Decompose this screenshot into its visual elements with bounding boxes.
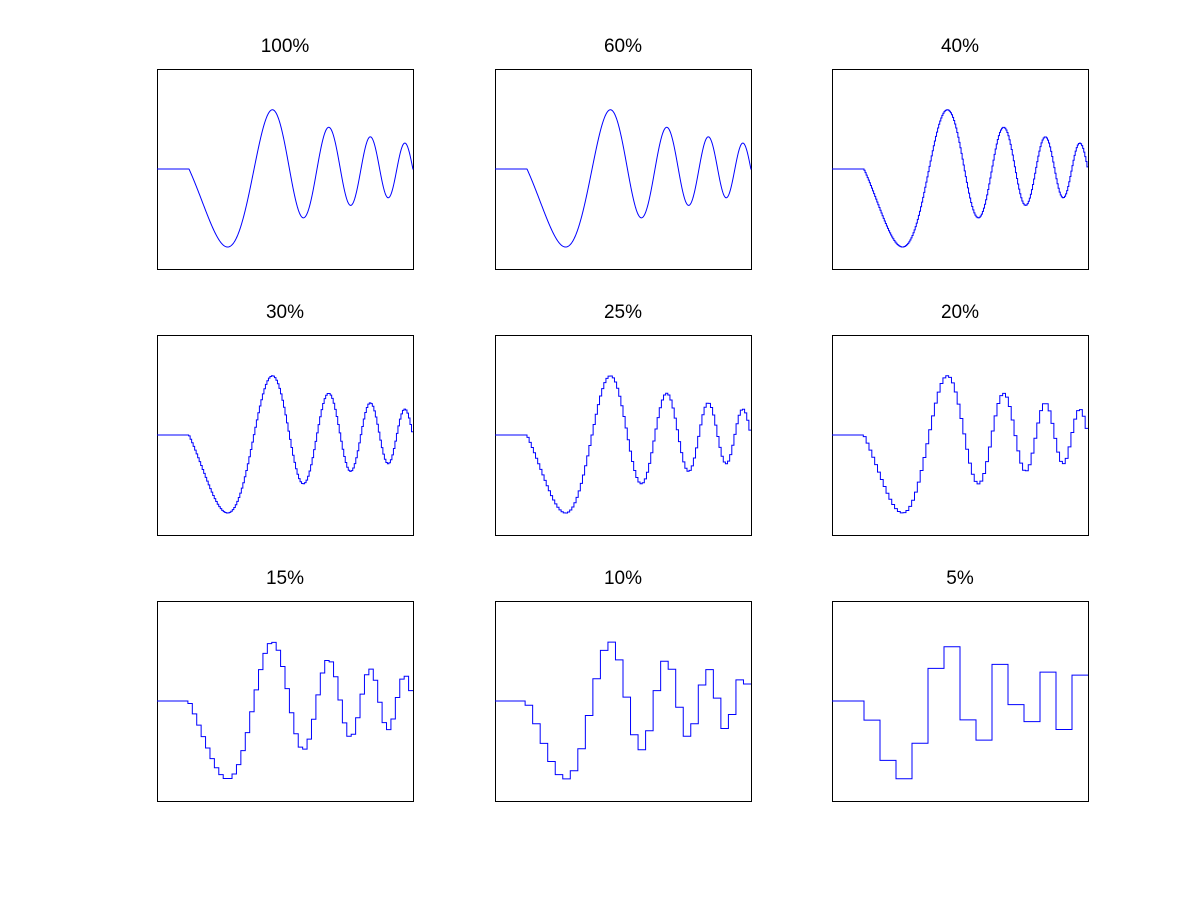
subplot-title: 15% bbox=[266, 568, 304, 589]
subplot-title: 10% bbox=[604, 568, 642, 589]
subplot-title: 60% bbox=[604, 36, 642, 57]
subplot-8: 10% bbox=[495, 568, 752, 802]
subplot-7: 15% bbox=[157, 568, 414, 802]
signal-trace bbox=[832, 375, 1088, 514]
subplot-title: 25% bbox=[604, 302, 642, 323]
subplot-6: 20% bbox=[832, 302, 1089, 536]
subplot-title: 20% bbox=[941, 302, 979, 323]
axes-frame bbox=[157, 601, 414, 802]
subplot-2: 60% bbox=[495, 36, 752, 270]
subplot-4: 30% bbox=[157, 302, 414, 536]
subplot-3: 40% bbox=[832, 36, 1089, 270]
axes-frame bbox=[832, 335, 1089, 536]
subplot-9: 5% bbox=[832, 568, 1089, 802]
axes-frame bbox=[832, 69, 1089, 270]
subplot-title: 30% bbox=[266, 302, 304, 323]
axes-frame bbox=[157, 69, 414, 270]
subplot-grid: 100% 60% 40% 30% 25% 20% 15% 10% 5% bbox=[157, 36, 1089, 802]
axes-frame bbox=[157, 335, 414, 536]
subplot-title: 100% bbox=[261, 36, 310, 57]
signal-trace bbox=[495, 109, 752, 248]
axes-frame bbox=[495, 69, 752, 270]
signal-trace bbox=[832, 109, 1088, 248]
subplot-5: 25% bbox=[495, 302, 752, 536]
subplot-title: 5% bbox=[946, 568, 974, 589]
subplot-title: 40% bbox=[941, 36, 979, 57]
axes-frame bbox=[495, 335, 752, 536]
signal-trace bbox=[495, 641, 751, 780]
signal-trace bbox=[495, 375, 751, 514]
signal-trace bbox=[157, 109, 414, 248]
signal-trace bbox=[157, 641, 413, 779]
signal-trace bbox=[157, 375, 413, 514]
axes-frame bbox=[495, 601, 752, 802]
signal-trace bbox=[832, 646, 1088, 780]
subplot-1: 100% bbox=[157, 36, 414, 270]
